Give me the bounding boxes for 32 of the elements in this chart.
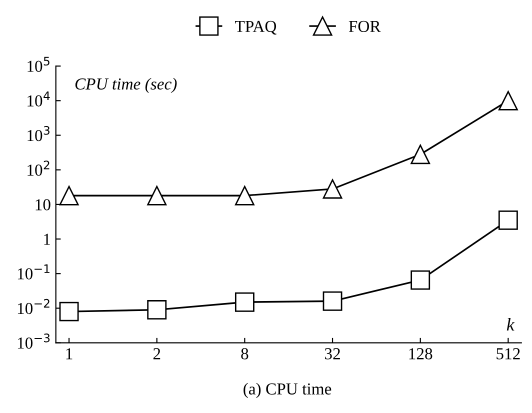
- x-axis-title: k: [506, 318, 515, 331]
- point: [410, 144, 430, 164]
- x-tick-label: 8: [241, 348, 248, 360]
- point: [59, 302, 79, 322]
- y-tick-label: 10$^{−3}$: [18, 334, 50, 349]
- y-tick-label: 10: [36, 199, 50, 210]
- point: [322, 291, 342, 311]
- point: [234, 292, 254, 312]
- point: [147, 186, 167, 206]
- point: [322, 179, 342, 199]
- y-tick-label: 10$^{3}$: [28, 126, 50, 142]
- x-tick-label: 128: [409, 348, 432, 360]
- x-tick-label: 2: [153, 348, 160, 360]
- y-tick-label: 10$^{−2}$: [18, 298, 50, 314]
- y-tick-label: 10$^{4}$: [28, 91, 50, 107]
- point: [147, 300, 167, 320]
- legend-label: FOR: [348, 20, 381, 32]
- point: [410, 270, 430, 290]
- y-tick-label: 10$^{2}$: [28, 160, 50, 176]
- y-tick-label: 10$^{−1}$: [18, 264, 50, 280]
- text: (a) CPU time: [244, 382, 332, 398]
- point: [59, 186, 79, 206]
- y-tick-label: 10$^{5}$: [28, 56, 50, 72]
- x-tick-label: 32: [324, 348, 340, 360]
- x-tick-label: 512: [496, 348, 520, 360]
- x-tick-label: 1: [66, 348, 72, 360]
- legend-label: TPAQ: [235, 20, 276, 35]
- y-axis-title: CPU time (sec): [75, 78, 177, 94]
- point: [498, 210, 518, 230]
- point: [234, 186, 254, 206]
- point: [498, 90, 518, 110]
- y-tick-label: 1: [44, 234, 50, 245]
